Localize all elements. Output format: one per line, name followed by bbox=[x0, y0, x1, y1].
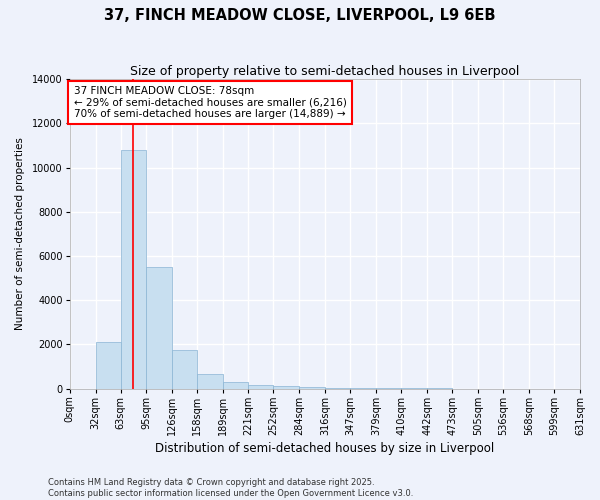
Bar bbox=[223, 382, 248, 388]
Bar bbox=[274, 386, 299, 388]
Y-axis label: Number of semi-detached properties: Number of semi-detached properties bbox=[15, 138, 25, 330]
Text: 37, FINCH MEADOW CLOSE, LIVERPOOL, L9 6EB: 37, FINCH MEADOW CLOSE, LIVERPOOL, L9 6E… bbox=[104, 8, 496, 22]
Bar bbox=[121, 150, 146, 388]
Text: 37 FINCH MEADOW CLOSE: 78sqm
← 29% of semi-detached houses are smaller (6,216)
7: 37 FINCH MEADOW CLOSE: 78sqm ← 29% of se… bbox=[74, 86, 347, 119]
Bar bbox=[95, 342, 121, 388]
Bar bbox=[146, 267, 172, 388]
Bar bbox=[299, 387, 325, 388]
Bar bbox=[248, 386, 274, 388]
Bar bbox=[172, 350, 197, 389]
Text: Contains HM Land Registry data © Crown copyright and database right 2025.
Contai: Contains HM Land Registry data © Crown c… bbox=[48, 478, 413, 498]
Title: Size of property relative to semi-detached houses in Liverpool: Size of property relative to semi-detach… bbox=[130, 65, 520, 78]
X-axis label: Distribution of semi-detached houses by size in Liverpool: Distribution of semi-detached houses by … bbox=[155, 442, 494, 455]
Bar bbox=[197, 374, 223, 388]
